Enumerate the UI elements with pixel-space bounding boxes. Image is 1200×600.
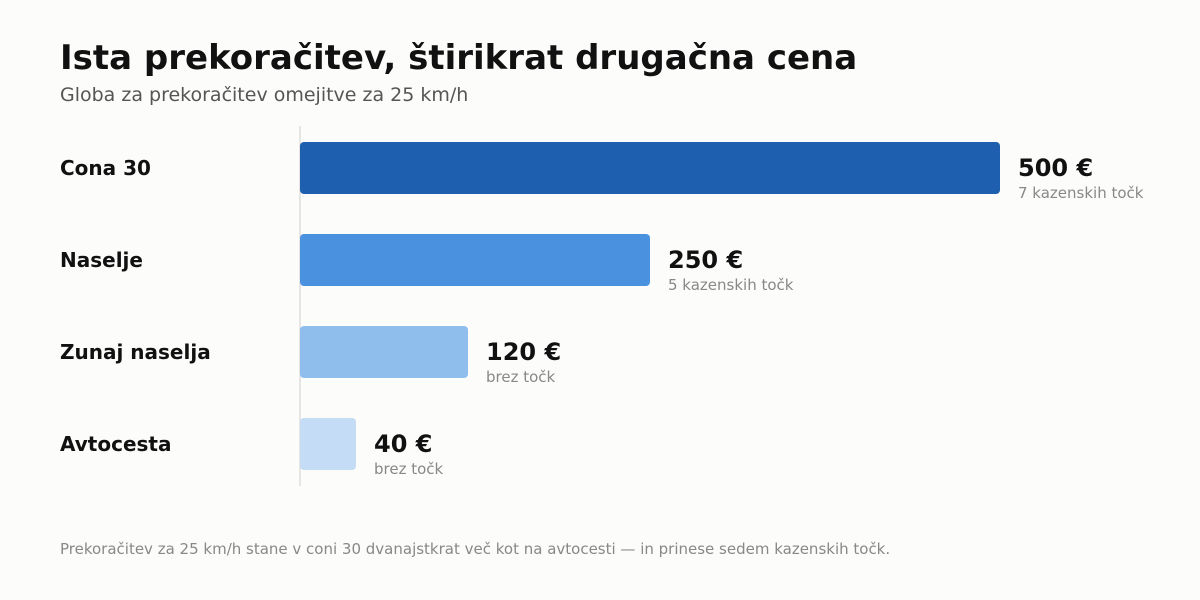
value-label: 120 €: [486, 338, 561, 366]
category-label: Zunaj naselja: [60, 340, 211, 364]
value-label: 40 €: [374, 430, 432, 458]
bar: [300, 234, 650, 286]
note-label: 7 kazenskih točk: [1018, 184, 1144, 202]
note-label: brez točk: [374, 460, 444, 478]
bar: [300, 418, 356, 470]
note-label: brez točk: [486, 368, 556, 386]
category-label: Naselje: [60, 248, 143, 272]
value-label: 500 €: [1018, 154, 1093, 182]
bar: [300, 142, 1000, 194]
chart-subtitle: Globa za prekoračitev omejitve za 25 km/…: [60, 84, 469, 106]
category-label: Cona 30: [60, 156, 151, 180]
bar: [300, 326, 468, 378]
value-label: 250 €: [668, 246, 743, 274]
category-label: Avtocesta: [60, 432, 171, 456]
chart-title: Ista prekoračitev, štirikrat drugačna ce…: [60, 38, 858, 78]
chart-footnote: Prekoračitev za 25 km/h stane v coni 30 …: [60, 540, 891, 558]
note-label: 5 kazenskih točk: [668, 276, 794, 294]
